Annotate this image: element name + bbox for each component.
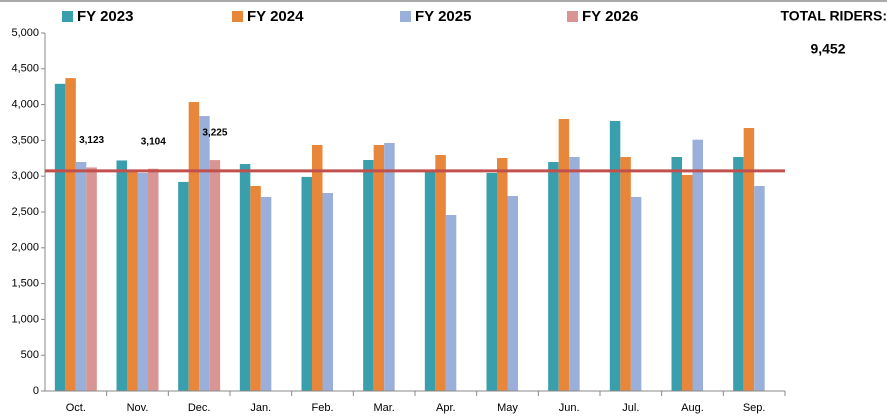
- legend-swatch: [62, 11, 73, 22]
- x-tick-label: Jun.: [559, 402, 580, 414]
- x-tick-label: Apr.: [436, 402, 456, 414]
- annotation: TOTAL RIDERS:: [780, 8, 887, 24]
- bar: [363, 160, 374, 391]
- y-tick-label: 1,000: [11, 313, 39, 325]
- bar: [209, 160, 221, 391]
- bar: [127, 169, 138, 391]
- bar: [137, 172, 148, 391]
- bar: [199, 116, 210, 391]
- bar: [250, 186, 261, 391]
- bar: [435, 155, 446, 391]
- x-tick-label: May: [497, 402, 518, 414]
- bar: [548, 162, 559, 391]
- legend-swatch: [567, 11, 578, 22]
- bar: [260, 196, 272, 391]
- bar: [75, 162, 87, 391]
- x-tick-label: Jan.: [250, 402, 271, 414]
- x-tick-label: Sep.: [743, 402, 766, 414]
- bar: [54, 83, 66, 391]
- bar: [116, 160, 127, 391]
- y-tick-label: 500: [21, 349, 39, 361]
- legend-label: FY 2024: [247, 8, 304, 25]
- bar: [424, 169, 436, 391]
- y-tick-label: 3,500: [11, 134, 39, 146]
- bar: [486, 172, 497, 391]
- y-tick-label: 3,000: [11, 170, 39, 182]
- annotation: 9,452: [810, 41, 845, 57]
- bar: [743, 128, 755, 392]
- bar: [301, 176, 312, 391]
- bar: [239, 164, 251, 391]
- data-label: 3,123: [79, 135, 104, 146]
- bar: [507, 196, 518, 391]
- bar: [682, 174, 693, 391]
- bar: [733, 157, 744, 391]
- data-label: 3,225: [202, 128, 227, 139]
- y-tick-label: 1,500: [11, 278, 39, 290]
- x-tick-label: Feb.: [311, 402, 333, 414]
- bar: [312, 144, 323, 391]
- x-tick-label: Oct.: [66, 402, 86, 414]
- legend-label: FY 2025: [415, 8, 471, 25]
- bar: [620, 157, 631, 391]
- y-tick-label: 5,000: [11, 27, 39, 39]
- bar: [609, 120, 621, 391]
- bar: [754, 186, 765, 391]
- bar: [178, 181, 189, 391]
- legend-swatch: [400, 11, 411, 22]
- legend-label: FY 2023: [77, 8, 133, 25]
- bar: [373, 144, 385, 391]
- bar: [148, 168, 159, 391]
- legend-label: FY 2026: [582, 8, 638, 25]
- x-tick-label: Nov.: [127, 402, 149, 414]
- y-tick-label: 4,000: [11, 99, 39, 111]
- bar: [384, 142, 395, 391]
- y-tick-label: 2,000: [11, 242, 39, 254]
- bar: [692, 139, 703, 391]
- y-tick-label: 0: [33, 385, 39, 397]
- x-tick-label: Dec.: [188, 402, 211, 414]
- bar: [630, 196, 642, 391]
- bar: [188, 102, 200, 391]
- bar: [558, 118, 570, 391]
- y-tick-label: 4,500: [11, 63, 39, 75]
- x-tick-label: Mar.: [373, 402, 394, 414]
- data-label: 3,104: [141, 136, 166, 147]
- bar: [497, 158, 508, 391]
- bar: [671, 157, 682, 391]
- x-tick-label: Aug.: [681, 402, 704, 414]
- x-tick-label: Jul.: [622, 402, 639, 414]
- y-tick-label: 2,500: [11, 206, 39, 218]
- legend-swatch: [232, 11, 243, 22]
- bar: [65, 78, 76, 391]
- bar: [445, 215, 457, 391]
- bar: [86, 167, 97, 391]
- bar: [569, 157, 580, 391]
- bar: [322, 193, 333, 391]
